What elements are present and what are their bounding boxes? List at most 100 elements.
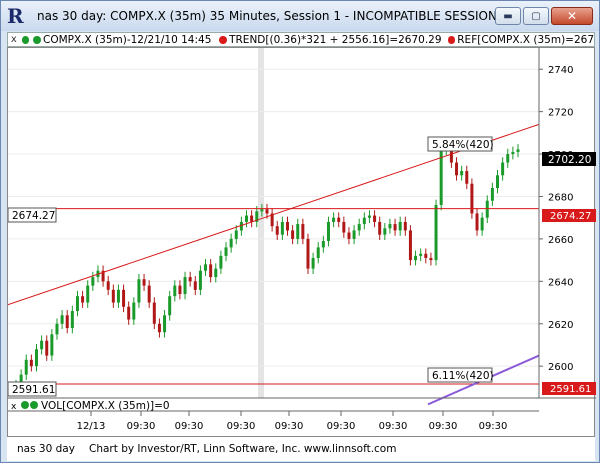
ref-status-icon[interactable] <box>447 35 456 44</box>
trend-status-icon[interactable] <box>219 35 228 44</box>
candle-body <box>137 279 141 303</box>
price-tick-label: 2600 <box>548 362 573 373</box>
symbol-status-icon[interactable] <box>21 35 30 44</box>
candle-body <box>34 349 38 367</box>
candle-body <box>116 289 120 303</box>
app-logo-icon[interactable]: R <box>7 4 24 28</box>
ref-tag-bottom <box>542 382 596 395</box>
volume-close-icon[interactable]: x <box>11 402 17 412</box>
candle-body <box>475 213 479 231</box>
legend-ref[interactable]: REF[COMPX.X (35m)=267 <box>457 33 595 46</box>
pct-top-label: 5.84%(420) <box>432 139 494 151</box>
candle-body <box>511 151 515 155</box>
maximize-icon: ▢ <box>531 10 541 22</box>
window-title: nas 30 day: COMPX.X (35m) 35 Minutes, Se… <box>37 9 502 23</box>
candle-body <box>40 340 44 350</box>
candle-body <box>239 221 243 231</box>
candle-body <box>60 315 64 324</box>
candle-body <box>480 217 484 231</box>
volume-label[interactable]: VOL[COMPX.X (35m)]=0 <box>41 400 170 412</box>
pct-top-box <box>427 136 493 152</box>
candle-body <box>229 238 233 248</box>
candle-body <box>470 183 474 214</box>
price-tick-label: 2720 <box>548 108 573 119</box>
candle-body <box>506 154 510 163</box>
candle-body <box>301 224 305 239</box>
legend-symbol[interactable]: COMPX.X (35m)-12/21/10 14:45 <box>43 33 212 46</box>
legend-trend[interactable]: TREND[(0.36)*321 + 2556.16]=2670.29 <box>229 33 442 46</box>
candle-body <box>316 247 320 258</box>
candle-body <box>347 232 351 239</box>
candle-body <box>285 221 289 231</box>
candle-body <box>91 277 95 286</box>
candle-body <box>260 209 264 212</box>
candle-body <box>75 296 79 312</box>
candle-body <box>132 302 136 320</box>
candle-body <box>214 268 218 278</box>
candle-body <box>485 200 489 218</box>
candle-body <box>280 221 284 235</box>
time-axis: 12/13 09:30 09:30 09:30 09:30 09:30 09:30 09:30… <box>77 411 508 432</box>
legend-close-icon[interactable]: x <box>10 34 17 45</box>
last-price-tag <box>542 152 596 166</box>
pct-bottom-label: 6.11%(420) <box>432 370 494 382</box>
time-tick-label: 09:30 <box>429 421 458 432</box>
candle-body <box>291 230 295 239</box>
close-button[interactable]: ✕ <box>551 7 593 25</box>
time-tick-label: 09:30 <box>379 421 408 432</box>
volume-status-icon[interactable] <box>21 401 29 409</box>
time-tick-label: 09:30 <box>479 421 508 432</box>
price-tick-label: 2640 <box>548 277 573 288</box>
window-controls: ▬ ▢ ✕ <box>495 7 593 25</box>
candle-body <box>332 217 336 222</box>
candle-body <box>209 264 213 278</box>
candle-body <box>250 215 254 222</box>
candle-body <box>455 162 459 176</box>
candle-body <box>45 340 49 356</box>
candle-body <box>419 253 423 256</box>
time-highlight <box>258 48 264 398</box>
price-tick-label: 2620 <box>548 320 573 331</box>
candle-body <box>388 224 392 229</box>
symbol-status-icon[interactable] <box>33 35 41 44</box>
candle-body <box>311 258 315 269</box>
candle-body <box>398 221 402 231</box>
candle-body <box>342 221 346 233</box>
trend-line[interactable] <box>8 123 540 306</box>
candle-body <box>29 359 33 367</box>
candle-body <box>449 147 453 163</box>
candle-body <box>157 323 161 333</box>
candle-body <box>24 359 28 375</box>
chart-canvas[interactable]: 2674.27 2591.61 5.84%(420) 6.11%(420) 26… <box>8 48 596 438</box>
candle-body <box>321 241 325 248</box>
candle-body <box>178 285 182 295</box>
candle-body <box>198 270 202 290</box>
candle-body <box>173 285 177 297</box>
candle-body <box>193 281 197 290</box>
candle-body <box>501 162 505 176</box>
footer-credit: Chart by Investor/RT, Linn Software, Inc… <box>89 443 397 455</box>
minimize-button[interactable]: ▬ <box>495 7 521 25</box>
candle-body <box>429 258 433 261</box>
candle-body <box>106 281 110 290</box>
candle-body <box>111 289 115 303</box>
maximize-button[interactable]: ▢ <box>523 7 549 25</box>
candle-body <box>204 264 208 271</box>
indicator-legend: x COMPX.X (35m)-12/21/10 14:45 TREND[(0.… <box>7 32 595 47</box>
pct-bottom-box <box>427 367 493 383</box>
title-bar[interactable]: R nas 30 day: COMPX.X (35m) 35 Minutes, … <box>1 1 599 31</box>
candle-body <box>306 238 310 269</box>
price-grid <box>8 68 539 367</box>
candle-body <box>245 215 249 222</box>
time-tick-label: 09:30 <box>175 421 204 432</box>
price-chart[interactable]: 2674.27 2591.61 5.84%(420) 6.11%(420) 26… <box>7 47 596 438</box>
candle-body <box>86 285 90 303</box>
candle-body <box>367 215 371 218</box>
ref-tag-top <box>542 209 596 222</box>
volume-status-icon[interactable] <box>30 401 38 409</box>
time-tick-label: 09:30 <box>127 421 156 432</box>
candle-body <box>383 228 387 235</box>
ref-label-top-box <box>8 207 57 223</box>
candle-body <box>142 279 146 286</box>
